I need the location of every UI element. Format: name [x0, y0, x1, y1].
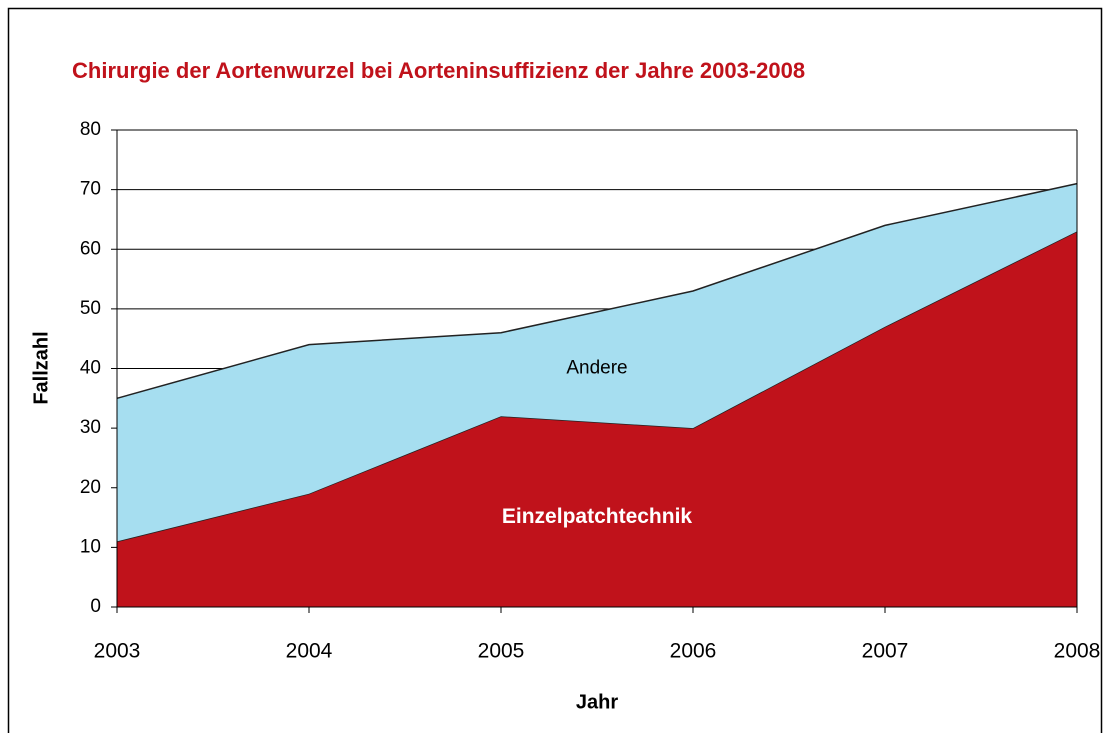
area	[117, 183, 1077, 542]
x-tick-label: 2006	[670, 640, 717, 663]
x-tick-label: 2003	[94, 640, 141, 663]
y-tick-label: 80	[80, 119, 101, 140]
y-tick-label: 20	[80, 477, 101, 498]
y-tick-label: 30	[80, 417, 101, 438]
y-tick-label: 0	[90, 596, 101, 617]
area-edge	[116, 182, 1078, 400]
x-tick-label: 2007	[862, 640, 909, 663]
chart-frame	[7, 7, 1103, 733]
x-tick-label: 2005	[478, 640, 525, 663]
y-axis-label: Fallzahl	[30, 331, 52, 404]
x-axis-label: Jahr	[576, 691, 618, 713]
y-tick-label: 10	[80, 536, 101, 557]
y-tick-label: 70	[80, 179, 101, 200]
y-tick-label: 50	[80, 298, 101, 319]
series-label: Andere	[566, 358, 627, 379]
x-tick-label: 2008	[1054, 640, 1101, 663]
series-label: Einzelpatchtechnik	[502, 505, 693, 528]
y-tick-label: 40	[80, 358, 101, 379]
area	[117, 231, 1077, 608]
y-tick-label: 60	[80, 238, 101, 259]
chart-title: Chirurgie der Aortenwurzel bei Aortenins…	[72, 58, 805, 83]
x-tick-label: 2004	[286, 640, 333, 663]
